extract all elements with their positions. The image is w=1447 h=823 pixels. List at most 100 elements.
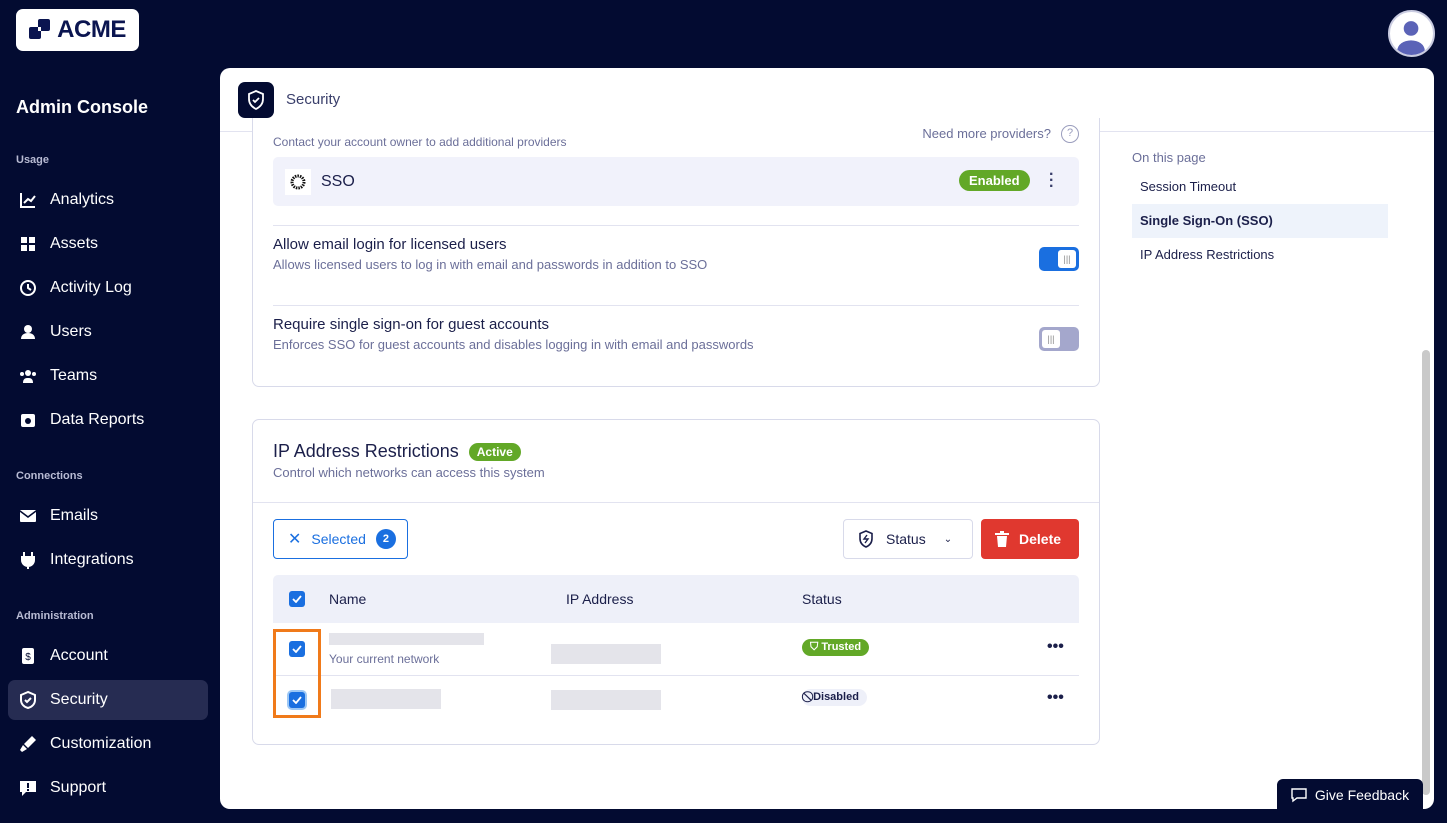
setting-desc: Enforces SSO for guest accounts and disa…	[273, 337, 754, 352]
status-filter-dropdown[interactable]: Status ⌄	[843, 519, 973, 559]
sso-card: Contact your account owner to add additi…	[252, 118, 1100, 387]
guest-sso-toggle[interactable]: |||	[1039, 327, 1079, 351]
sso-status-badge: Enabled	[959, 170, 1030, 191]
help-icon[interactable]: ?	[1061, 125, 1079, 143]
console-title: Admin Console	[16, 97, 149, 117]
sidebar-item-activity-log[interactable]: Activity Log	[8, 268, 208, 308]
mail-icon	[19, 510, 37, 522]
chart-line-icon	[20, 193, 36, 208]
avatar-icon	[1397, 21, 1425, 55]
more-providers-link[interactable]: Need more providers?	[922, 126, 1051, 141]
sidebar-item-label: Teams	[50, 367, 98, 384]
logo-text: ACME	[57, 16, 126, 43]
report-icon	[21, 414, 35, 427]
divider	[273, 675, 1079, 676]
row-actions-icon[interactable]: •••	[1047, 638, 1064, 655]
delete-button[interactable]: Delete	[981, 519, 1079, 559]
team-icon	[20, 370, 36, 383]
ip-title: IP Address Restrictions	[273, 441, 459, 461]
sidebar-item-customization[interactable]: Customization	[8, 724, 208, 764]
dollar-doc-icon: $	[22, 648, 34, 664]
page-title: Security	[286, 91, 341, 108]
scrollbar[interactable]	[1422, 350, 1430, 795]
divider	[253, 502, 1099, 503]
chevron-down-icon: ⌄	[943, 533, 953, 545]
select-all-checkbox[interactable]	[289, 591, 305, 607]
sidebar-item-label: Data Reports	[50, 411, 145, 428]
shield-bolt-icon	[859, 530, 873, 548]
ip-desc: Control which networks can access this s…	[273, 465, 545, 480]
selected-count: 2	[375, 529, 396, 549]
sso-provider-icon	[285, 169, 311, 195]
close-icon: ✕	[288, 531, 302, 548]
divider	[273, 225, 1079, 226]
sidebar-item-label: Security	[50, 691, 108, 708]
trash-icon	[995, 531, 1009, 547]
redacted-name	[331, 689, 441, 709]
sidebar-item-account[interactable]: $ Account	[8, 636, 208, 676]
clear-selection-button[interactable]: ✕ Selected 2	[273, 519, 408, 559]
section-usage: Usage	[16, 154, 50, 166]
plug-icon	[21, 552, 35, 569]
table-header: Name IP Address Status	[273, 575, 1079, 623]
sidebar-item-teams[interactable]: Teams	[8, 356, 208, 396]
user-icon	[21, 325, 35, 339]
trusted-badge: ⛉ Trusted	[802, 639, 870, 656]
email-login-toggle[interactable]: |||	[1039, 247, 1079, 271]
brush-icon	[20, 736, 36, 752]
toc-sso[interactable]: Single Sign-On (SSO)	[1132, 204, 1388, 238]
redacted-name	[329, 633, 484, 645]
setting-desc: Allows licensed users to log in with ema…	[273, 257, 708, 272]
sidebar-item-assets[interactable]: Assets	[8, 224, 208, 264]
give-feedback-button[interactable]: Give Feedback	[1277, 779, 1423, 811]
sidebar-item-data-reports[interactable]: Data Reports	[8, 400, 208, 440]
disabled-badge: ⃠ Disabled	[802, 689, 867, 706]
section-connections: Connections	[16, 470, 83, 482]
toc-title: On this page	[1132, 150, 1206, 165]
section-administration: Administration	[16, 610, 94, 622]
feedback-icon	[1291, 788, 1307, 803]
selection-highlight	[273, 629, 321, 718]
sidebar-item-label: Assets	[50, 235, 99, 252]
clock-icon	[20, 280, 36, 296]
delete-label: Delete	[1019, 531, 1062, 547]
redacted-ip	[551, 690, 661, 710]
column-status[interactable]: Status	[802, 591, 842, 607]
chat-alert-icon	[20, 781, 36, 796]
sidebar-item-support[interactable]: Support	[8, 768, 208, 808]
shield-icon	[238, 81, 274, 118]
row-actions-icon[interactable]: •••	[1047, 689, 1064, 706]
toc-session-timeout[interactable]: Session Timeout	[1140, 179, 1237, 194]
ip-restrictions-card: IP Address Restrictions Active Control w…	[252, 419, 1100, 745]
sidebar-item-label: Support	[50, 779, 107, 796]
column-name[interactable]: Name	[329, 591, 367, 607]
sidebar-item-label: Activity Log	[50, 279, 132, 296]
svg-text:$: $	[25, 652, 31, 663]
sso-provider-row: SSO Enabled · · ·	[273, 157, 1079, 206]
main-panel: Security Contact your account owner to a…	[220, 68, 1434, 809]
logo-mark-icon	[29, 19, 51, 39]
feedback-label: Give Feedback	[1314, 787, 1410, 803]
sidebar-item-integrations[interactable]: Integrations	[8, 540, 208, 580]
user-avatar[interactable]	[1388, 10, 1435, 57]
column-ip[interactable]: IP Address	[566, 591, 634, 607]
toc-ip-restrictions[interactable]: IP Address Restrictions	[1140, 247, 1275, 262]
acme-logo[interactable]: ACME	[16, 9, 139, 51]
sidebar-item-label: Integrations	[50, 551, 134, 568]
setting-title: Allow email login for licensed users	[273, 236, 507, 253]
sidebar-item-users[interactable]: Users	[8, 312, 208, 352]
redacted-ip	[551, 644, 661, 664]
row-subtitle: Your current network	[329, 652, 440, 666]
sidebar-item-label: Users	[50, 323, 92, 340]
sidebar-item-emails[interactable]: Emails	[8, 496, 208, 536]
row-checkbox[interactable]	[289, 641, 305, 657]
sidebar-item-security[interactable]: Security	[8, 680, 208, 720]
sso-hint: Contact your account owner to add additi…	[273, 135, 567, 149]
status-filter-label: Status	[886, 531, 926, 547]
setting-title: Require single sign-on for guest account…	[273, 316, 549, 333]
kebab-menu-icon[interactable]: · · ·	[1049, 166, 1055, 195]
ip-active-badge: Active	[468, 442, 521, 461]
sidebar-item-label: Emails	[50, 507, 99, 524]
row-checkbox[interactable]	[289, 692, 305, 708]
sidebar-item-analytics[interactable]: Analytics	[8, 180, 208, 220]
